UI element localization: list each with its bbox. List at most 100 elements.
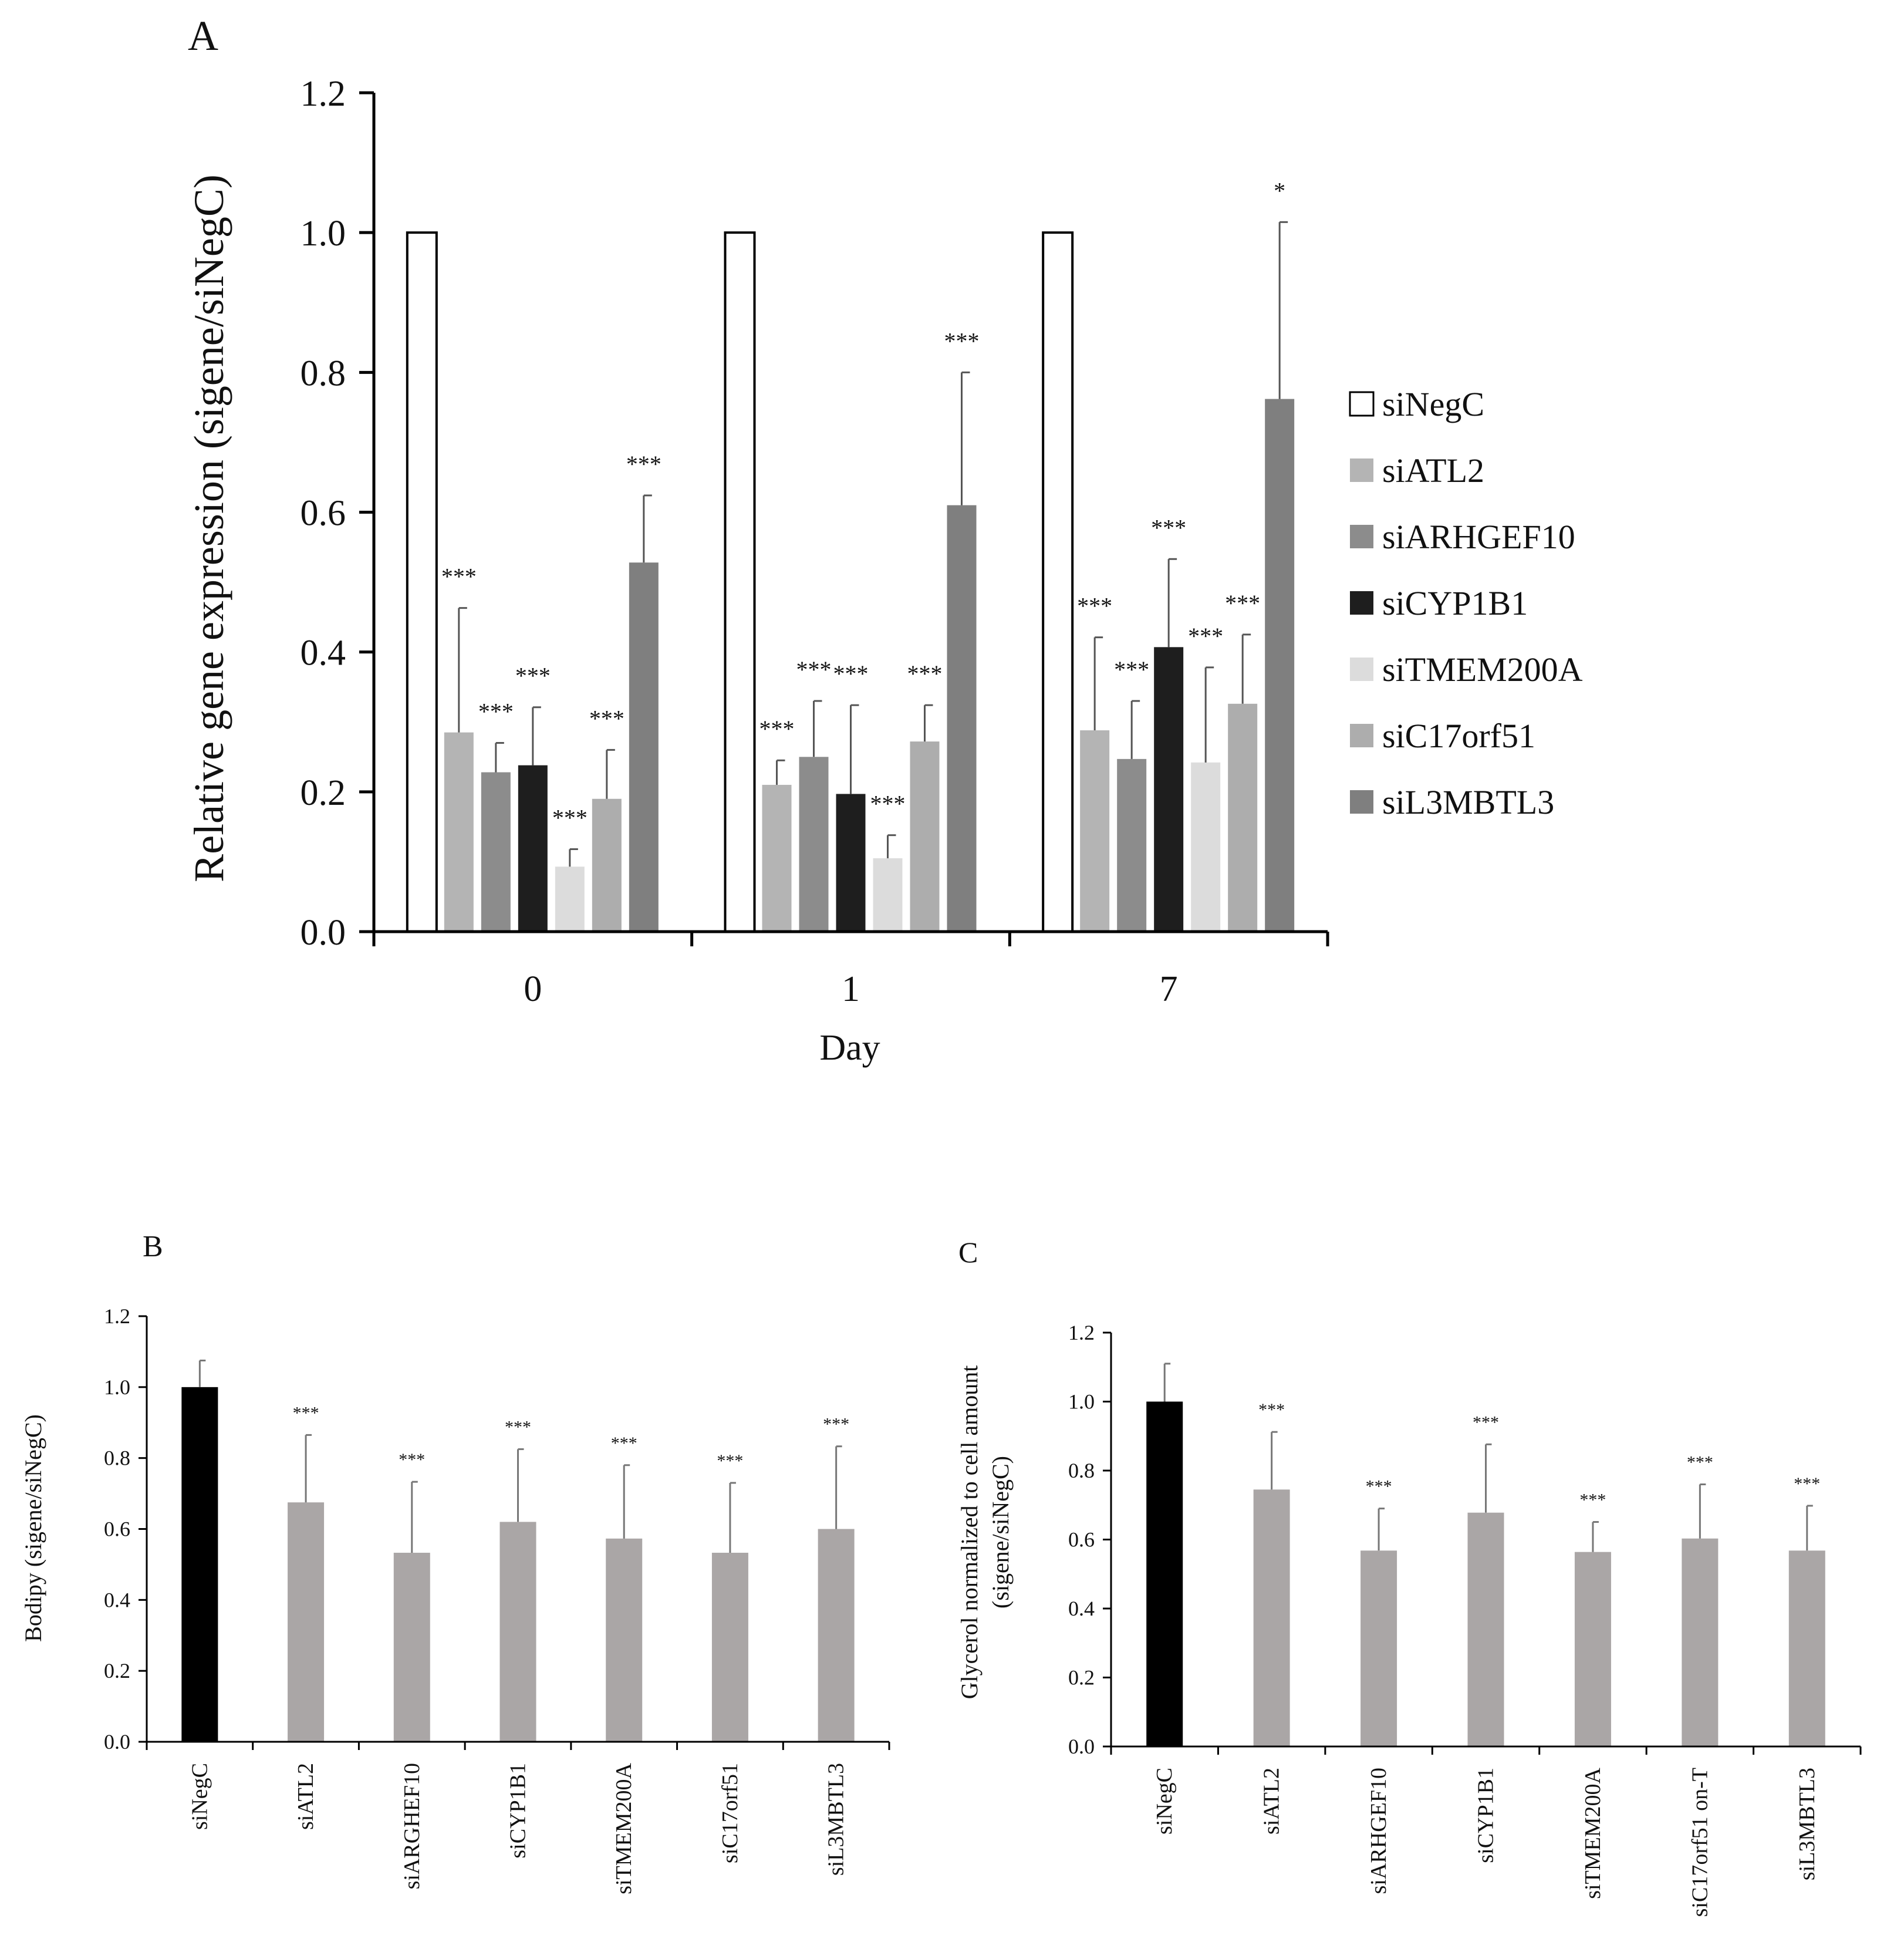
panel-b-significance-label: *** [717, 1451, 743, 1471]
panel-a-y-tick-label: 0.8 [301, 353, 346, 393]
panel-a-bar [555, 866, 585, 932]
panel-b-x-tick-label: siTMEM200A [612, 1762, 636, 1894]
panel-c-y-tick-label: 0.4 [1068, 1597, 1095, 1620]
panel-a-bar [910, 741, 940, 932]
panel-b-y-axis-label: Bodipy (sigene/siNegC) [20, 1414, 46, 1642]
panel-a-y-tick-label: 0.6 [301, 494, 346, 534]
panel-a-significance-label: *** [552, 804, 588, 831]
panel-b-significance-label: *** [399, 1450, 425, 1469]
panel-a-legend-swatch [1350, 525, 1373, 548]
panel-c-significance-label: *** [1473, 1412, 1499, 1432]
panel-a-bar [444, 732, 474, 932]
panel-a-significance-label: *** [626, 451, 661, 477]
panel-b-bar [711, 1552, 748, 1742]
panel-a-bar [1080, 730, 1110, 932]
panel-c-x-tick-label: siCYP1B1 [1474, 1768, 1498, 1863]
panel-a-bar [836, 794, 866, 932]
panel-b-y-tick-label: 0.8 [104, 1447, 130, 1470]
panel-c-bar [1788, 1550, 1825, 1746]
panel-c-x-tick-label: siARHGEF10 [1366, 1768, 1391, 1894]
panel-a-significance-label: *** [1114, 656, 1149, 683]
panel-c-bar [1253, 1489, 1290, 1746]
panel-c-y-tick-label: 0.8 [1068, 1459, 1095, 1482]
panel-b-x-tick-label: siNegC [187, 1763, 212, 1830]
panel-c-y-tick-label: 0.0 [1068, 1735, 1095, 1758]
panel-a-legend-label: siL3MBTL3 [1382, 783, 1554, 821]
panel-a-significance-label: *** [759, 716, 795, 742]
panel-a-significance-label: *** [870, 791, 906, 817]
panel-a-y-axis-label: Relative gene expression (sigene/siNegC) [185, 174, 232, 882]
panel-a-legend-swatch [1350, 591, 1373, 615]
panel-a-legend-label: siATL2 [1382, 451, 1484, 490]
panel-a-y-tick-label: 1.0 [301, 214, 346, 254]
panel-a-significance-label: *** [833, 660, 869, 687]
panel-c-y-tick-label: 0.2 [1068, 1666, 1095, 1690]
panel-b-x-tick-label: siCYP1B1 [506, 1763, 531, 1859]
panel-a-x-axis-label: Day [819, 1028, 880, 1068]
panel-c-x-tick-label: siC17orf51 on-T [1687, 1768, 1712, 1917]
panel-b-y-tick-label: 0.4 [104, 1588, 130, 1611]
panel-b-bar [499, 1522, 536, 1742]
panel-c-x-tick-label: siATL2 [1260, 1768, 1284, 1835]
panel-c-x-tick-label: siTMEM200A [1581, 1767, 1605, 1899]
panel-a-y-tick-label: 0.0 [301, 913, 346, 953]
panel-a-bar [762, 784, 792, 932]
panel-a-bar [947, 505, 977, 932]
panel-b-bar [393, 1552, 430, 1742]
panel-a-legend-swatch [1349, 391, 1375, 417]
panel-c-x-tick-label: siNegC [1152, 1768, 1177, 1835]
panel-c-y-axis-label-line2: (sigene/siNegC) [987, 1456, 1014, 1609]
panel-b-bar [288, 1502, 325, 1742]
panel-b-y-tick-label: 1.2 [104, 1304, 130, 1328]
panel-b-y-tick-label: 0.2 [104, 1659, 130, 1682]
panel-c-significance-label: *** [1366, 1477, 1392, 1496]
panel-a-significance-label: * [1274, 177, 1285, 204]
panel-a-y-tick-label: 0.4 [301, 633, 346, 673]
panel-b-y-tick-label: 0.0 [104, 1730, 130, 1754]
panel-a-significance-label: *** [478, 698, 514, 724]
panel-a-legend-swatch [1350, 724, 1373, 747]
panel-a-legend-label: siTMEM200A [1382, 650, 1583, 689]
panel-c-x-tick-label: siL3MBTL3 [1795, 1768, 1819, 1880]
panel-a-legend-label: siCYP1B1 [1382, 584, 1528, 622]
panel-c-letter: C [958, 1236, 978, 1269]
panel-a-bar [481, 772, 511, 932]
panel-a-bar [592, 798, 622, 932]
panel-c-chart: C 0.0 0.2 0.4 0.6 0.8 1.0 1.2 siNegC *** siATL2 **… [956, 1236, 1862, 1917]
panel-b-significance-label: *** [823, 1415, 849, 1434]
panel-c-y-tick-label: 0.6 [1068, 1528, 1095, 1552]
panel-a-significance-label: *** [1077, 593, 1112, 619]
panel-c-bar [1574, 1552, 1611, 1746]
panel-a-bar [1117, 758, 1147, 932]
panel-c-y-tick-label: 1.0 [1068, 1390, 1095, 1414]
panel-b-significance-label: *** [293, 1403, 319, 1422]
panel-a-legend-swatch [1350, 658, 1373, 681]
panel-b-x-tick-label: siATL2 [293, 1763, 318, 1830]
panel-a-bar [799, 757, 829, 932]
panel-a-significance-label: *** [907, 660, 943, 687]
panel-a-significance-label: *** [1188, 623, 1223, 649]
panel-a-x-tick-label: 7 [1160, 969, 1178, 1009]
panel-a-legend-label: siNegC [1382, 385, 1484, 423]
panel-b-bar [181, 1387, 218, 1742]
panel-a-bar [1265, 399, 1295, 932]
panel-a-bar [1042, 231, 1074, 933]
panel-c-significance-label: *** [1258, 1400, 1285, 1419]
panel-a-significance-label: *** [589, 705, 624, 731]
panel-b-y-tick-label: 1.0 [104, 1375, 130, 1399]
panel-b-letter: B [143, 1230, 163, 1263]
panel-a-significance-label: *** [1225, 590, 1260, 616]
panel-a-legend-swatch [1350, 458, 1373, 482]
panel-a-significance-label: *** [515, 663, 551, 689]
panel-b-y-tick-label: 0.6 [104, 1518, 130, 1541]
panel-c-bar [1361, 1550, 1397, 1746]
panel-a-x-tick-label: 0 [524, 969, 542, 1009]
panel-a-bar [1191, 762, 1221, 932]
panel-b-x-tick-label: siL3MBTL3 [824, 1763, 849, 1876]
panel-b-bar [606, 1538, 643, 1742]
panel-c-bar [1682, 1538, 1719, 1746]
panel-a-legend-swatch [1350, 790, 1373, 814]
panel-a-bar [873, 858, 903, 932]
panel-c-bar [1146, 1401, 1183, 1746]
panel-a-significance-label: *** [1151, 514, 1186, 541]
